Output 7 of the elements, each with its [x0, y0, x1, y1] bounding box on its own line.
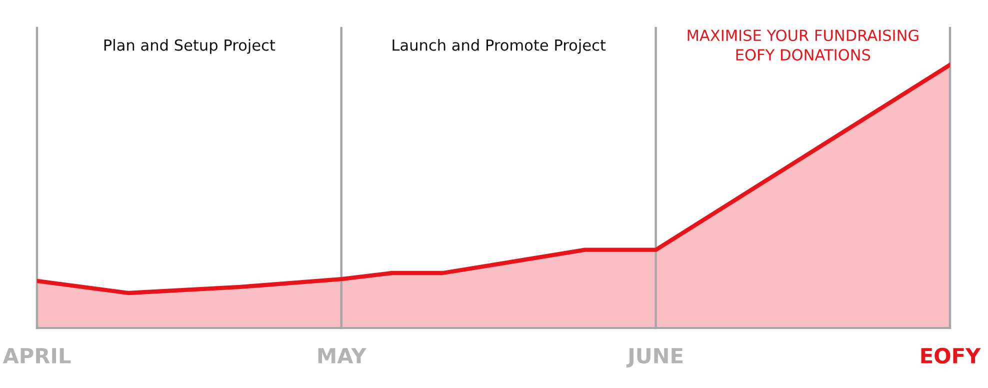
text: MAXIMISE YOUR FUNDRAISING EOFY DONATIONS — [688, 30, 918, 61]
text: Plan and Setup Project — [104, 39, 276, 54]
x-tick-label: MAY — [318, 348, 367, 364]
x-tick-label: JUNE — [626, 348, 682, 368]
x-tick-label: APRIL — [2, 348, 71, 364]
x-tick-label: EOFY — [921, 348, 981, 364]
text: Launch and Promote Project — [392, 39, 606, 54]
